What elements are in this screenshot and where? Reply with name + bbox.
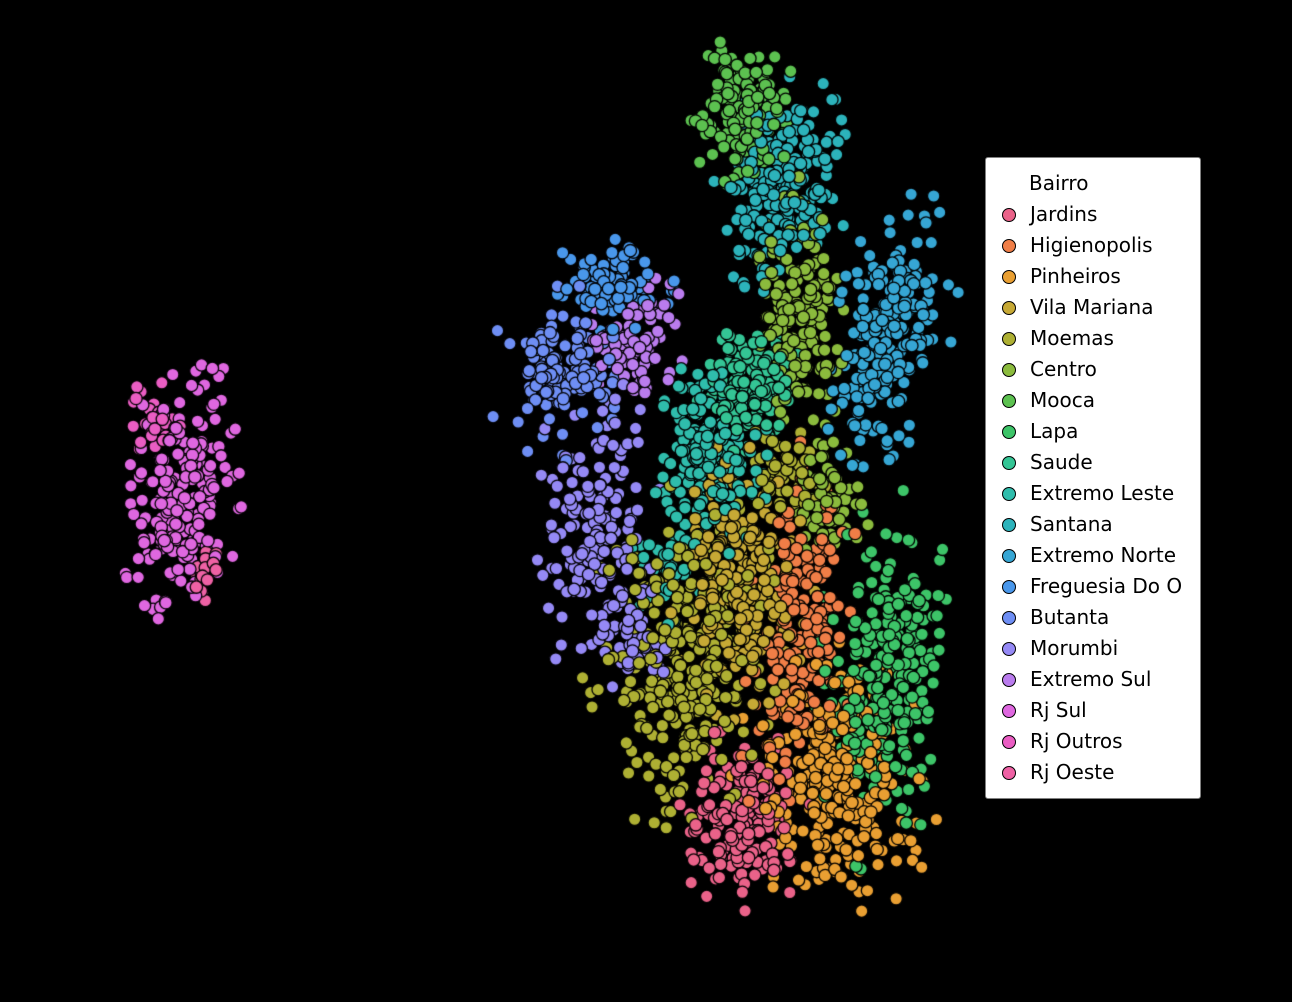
legend-item: Saude [998, 447, 1182, 478]
legend-item: Rj Sul [998, 695, 1182, 726]
legend-swatch-icon [1002, 270, 1016, 284]
legend-swatch-icon [1002, 425, 1016, 439]
legend-label: Vila Mariana [1030, 292, 1153, 323]
legend-item: Rj Oeste [998, 757, 1182, 788]
legend-swatch-icon [1002, 363, 1016, 377]
legend-item: Higienopolis [998, 230, 1182, 261]
legend-title: Bairro [998, 168, 1182, 199]
legend-label: Butanta [1030, 602, 1109, 633]
legend-swatch-icon [1002, 332, 1016, 346]
legend-label: Jardins [1030, 199, 1097, 230]
legend-label: Higienopolis [1030, 230, 1153, 261]
legend-item: Vila Mariana [998, 292, 1182, 323]
legend-swatch-icon [1002, 611, 1016, 625]
legend-item: Moemas [998, 323, 1182, 354]
legend-swatch-icon [1002, 456, 1016, 470]
legend-item: Centro [998, 354, 1182, 385]
legend-swatch-icon [1002, 673, 1016, 687]
legend-label: Santana [1030, 509, 1113, 540]
legend-swatch-icon [1002, 208, 1016, 222]
legend-item: Morumbi [998, 633, 1182, 664]
legend-item: Butanta [998, 602, 1182, 633]
legend-swatch-icon [1002, 642, 1016, 656]
legend-swatch-icon [1002, 301, 1016, 315]
legend-label: Extremo Leste [1030, 478, 1174, 509]
legend-label: Morumbi [1030, 633, 1118, 664]
legend-item: Santana [998, 509, 1182, 540]
legend-swatch-icon [1002, 487, 1016, 501]
legend-label: Extremo Norte [1030, 540, 1176, 571]
legend-item: Extremo Leste [998, 478, 1182, 509]
legend-item: Extremo Norte [998, 540, 1182, 571]
legend-swatch-icon [1002, 580, 1016, 594]
legend-label: Rj Outros [1030, 726, 1123, 757]
legend-swatch-icon [1002, 239, 1016, 253]
chart-stage: Bairro JardinsHigienopolisPinheirosVila … [0, 0, 1292, 1002]
legend-swatch-icon [1002, 394, 1016, 408]
legend-item: Freguesia Do O [998, 571, 1182, 602]
legend-label: Saude [1030, 447, 1093, 478]
legend-label: Rj Sul [1030, 695, 1087, 726]
legend-item: Rj Outros [998, 726, 1182, 757]
legend-swatch-icon [1002, 518, 1016, 532]
legend-label: Pinheiros [1030, 261, 1121, 292]
legend-label: Freguesia Do O [1030, 571, 1182, 602]
legend-item: Lapa [998, 416, 1182, 447]
legend-item: Jardins [998, 199, 1182, 230]
legend-swatch-icon [1002, 704, 1016, 718]
legend-label: Centro [1030, 354, 1097, 385]
legend-item: Extremo Sul [998, 664, 1182, 695]
legend-label: Moemas [1030, 323, 1114, 354]
legend-swatch-icon [1002, 735, 1016, 749]
legend-label: Mooca [1030, 385, 1095, 416]
legend-label: Rj Oeste [1030, 757, 1114, 788]
legend-swatch-icon [1002, 549, 1016, 563]
legend-label: Extremo Sul [1030, 664, 1151, 695]
legend-item: Mooca [998, 385, 1182, 416]
legend-item: Pinheiros [998, 261, 1182, 292]
legend: Bairro JardinsHigienopolisPinheirosVila … [985, 157, 1201, 799]
legend-swatch-icon [1002, 766, 1016, 780]
legend-label: Lapa [1030, 416, 1078, 447]
